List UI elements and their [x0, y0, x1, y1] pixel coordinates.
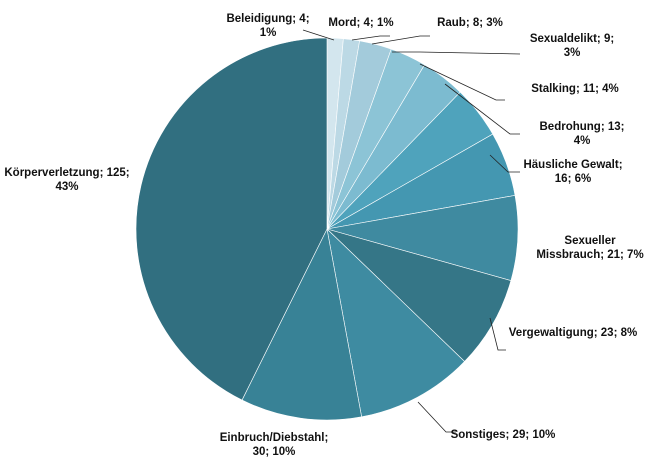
leader-line — [489, 317, 506, 351]
leader-line — [489, 154, 520, 173]
data-label: Sonstiges; 29; 10% — [451, 429, 556, 441]
data-label: Sexualdelikt; 9; 3% — [530, 33, 614, 59]
leader-line — [392, 51, 521, 55]
leader-line — [419, 63, 505, 101]
data-label: Vergewaltigung; 23; 8% — [509, 327, 637, 339]
leader-lines — [302, 29, 521, 433]
data-label: Einbruch/Diebstahl; 30; 10% — [220, 432, 329, 458]
leader-line — [444, 83, 520, 135]
data-label: Bedrohung; 13; 4% — [540, 121, 625, 147]
leader-line — [302, 29, 335, 41]
data-label: Sexueller Missbrauch; 21; 7% — [536, 235, 643, 261]
data-label: Körperverletzung; 125; 43% — [4, 167, 129, 193]
pie-slice-vergewaltigung — [326, 228, 512, 362]
data-labels: Beleidigung; 4; 1% Mord; 4; 1% Raub; 8; 3% S… — [4, 13, 643, 458]
data-label: Mord; 4; 1% — [328, 17, 393, 29]
leader-line — [351, 35, 390, 41]
leader-line — [371, 35, 430, 45]
data-label: Häusliche Gewalt; 16; 6% — [523, 159, 622, 185]
pie-slice-körperverletzung — [135, 37, 328, 401]
pie-slices — [135, 37, 519, 421]
pie-slice-sonstiges — [326, 228, 465, 418]
leader-line — [417, 401, 456, 433]
pie-slice-einbruch-diebstahl — [241, 228, 362, 421]
data-label: Stalking; 11; 4% — [531, 83, 619, 95]
data-label: Raub; 8; 3% — [437, 17, 503, 29]
data-label: Beleidigung; 4; 1% — [226, 13, 309, 39]
